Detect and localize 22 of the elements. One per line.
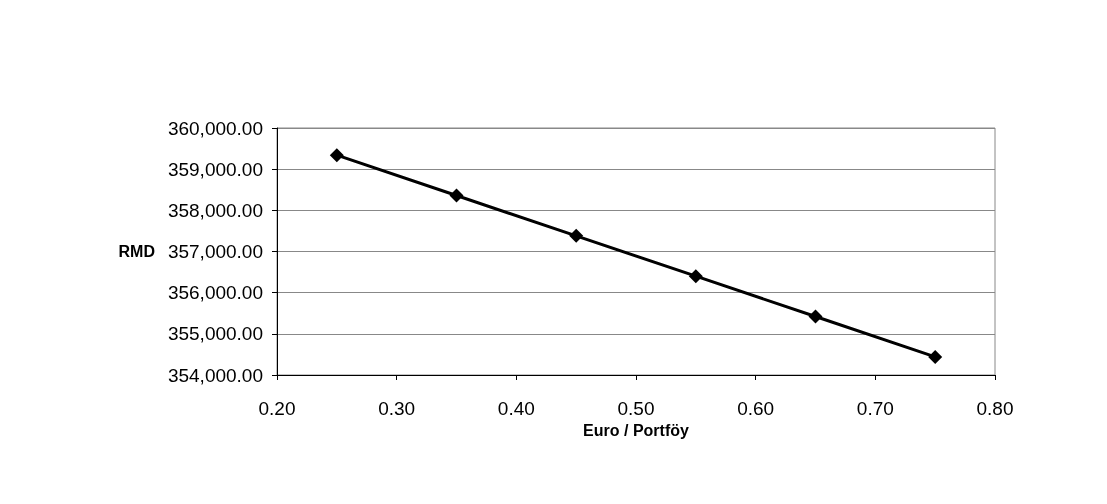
- y-tick-label: 360,000.00: [167, 117, 263, 139]
- y-tick-label: 356,000.00: [167, 282, 263, 304]
- x-tick-label: 0.70: [856, 398, 894, 419]
- x-tick-label: 0.30: [378, 398, 416, 419]
- point: [808, 309, 823, 324]
- y-tick-label: 355,000.00: [167, 323, 263, 345]
- point: [688, 269, 703, 284]
- x-tick-label: 0.20: [258, 398, 296, 419]
- x-axis-title: Euro / Portföy: [583, 422, 689, 440]
- y-tick-label: 354,000.00: [167, 364, 263, 386]
- y-tick-label: 357,000.00: [167, 241, 263, 262]
- x-tick-label: 0.60: [737, 398, 775, 419]
- y-axis-title: RMD: [118, 243, 155, 260]
- y-tick-label: 359,000.00: [167, 158, 263, 180]
- x-tick-label: 0.80: [976, 398, 1014, 419]
- point: [928, 349, 943, 364]
- point: [449, 188, 464, 203]
- x-tick-label: 0.50: [617, 398, 655, 419]
- x-tick-label: 0.40: [497, 398, 535, 419]
- point: [329, 148, 344, 163]
- point: [569, 228, 584, 243]
- y-tick-label: 358,000.00: [167, 199, 263, 221]
